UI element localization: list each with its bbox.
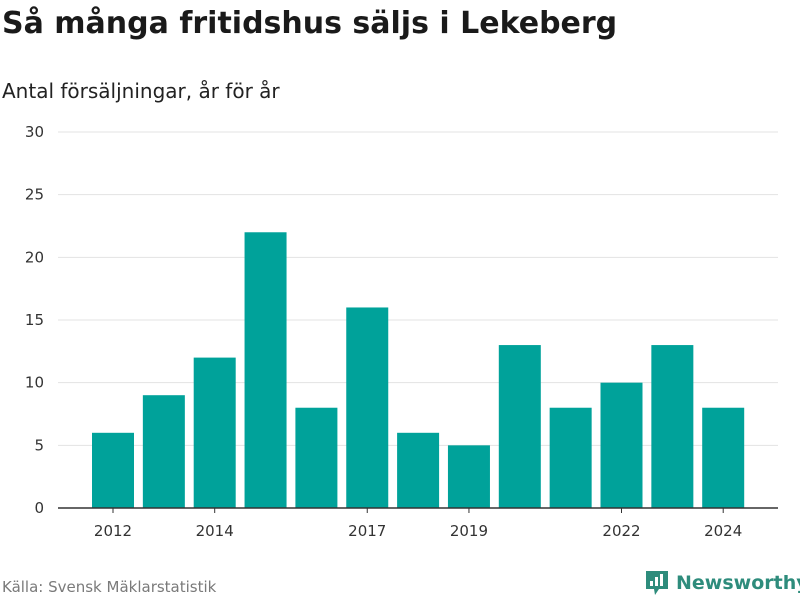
bar-2014	[193, 357, 236, 508]
bar-2017	[346, 307, 389, 508]
bar-2024	[702, 407, 745, 508]
brand-logo: Newsworthy	[644, 569, 800, 597]
y-axis-ticks: 0 5 10 15 20 25 30	[25, 123, 44, 517]
x-tick-label: 2019	[450, 522, 488, 540]
x-tick-label: 2014	[196, 522, 234, 540]
x-tick-label: 2012	[94, 522, 132, 540]
bar-2018	[397, 432, 440, 508]
x-tick-label: 2022	[602, 522, 640, 540]
chart-title: Så många fritidshus säljs i Lekeberg	[2, 6, 618, 41]
x-axis-ticks: 2012 2014 2017 2019 2022 2024	[94, 508, 742, 540]
bar-2020	[498, 345, 541, 508]
bar-2012	[92, 432, 134, 508]
bar-2023	[651, 345, 694, 508]
y-tick-label: 15	[25, 311, 44, 329]
y-tick-label: 0	[34, 499, 44, 517]
x-tick-label: 2017	[348, 522, 386, 540]
source-note: Källa: Svensk Mäklarstatistik	[2, 578, 217, 596]
bar-2015	[244, 232, 287, 508]
newsworthy-logo-icon	[646, 571, 668, 595]
y-tick-label: 10	[25, 374, 44, 392]
y-tick-label: 5	[34, 436, 44, 454]
brand-name: Newsworthy	[676, 572, 800, 594]
bar-chart: 0 5 10 15 20 25 30 2012 2014 2017 2019 2022 2024	[25, 123, 778, 540]
bar-2019	[447, 445, 490, 508]
y-tick-label: 30	[25, 123, 44, 141]
bars	[92, 232, 745, 508]
bar-2016	[295, 407, 338, 508]
chart-subtitle: Antal försäljningar, år för år	[2, 79, 280, 103]
y-tick-label: 25	[25, 186, 44, 204]
x-tick-label: 2024	[704, 522, 742, 540]
bar-2021	[549, 407, 592, 508]
bar-2013	[142, 395, 185, 508]
bar-2022	[600, 382, 643, 508]
y-tick-label: 20	[25, 248, 44, 266]
